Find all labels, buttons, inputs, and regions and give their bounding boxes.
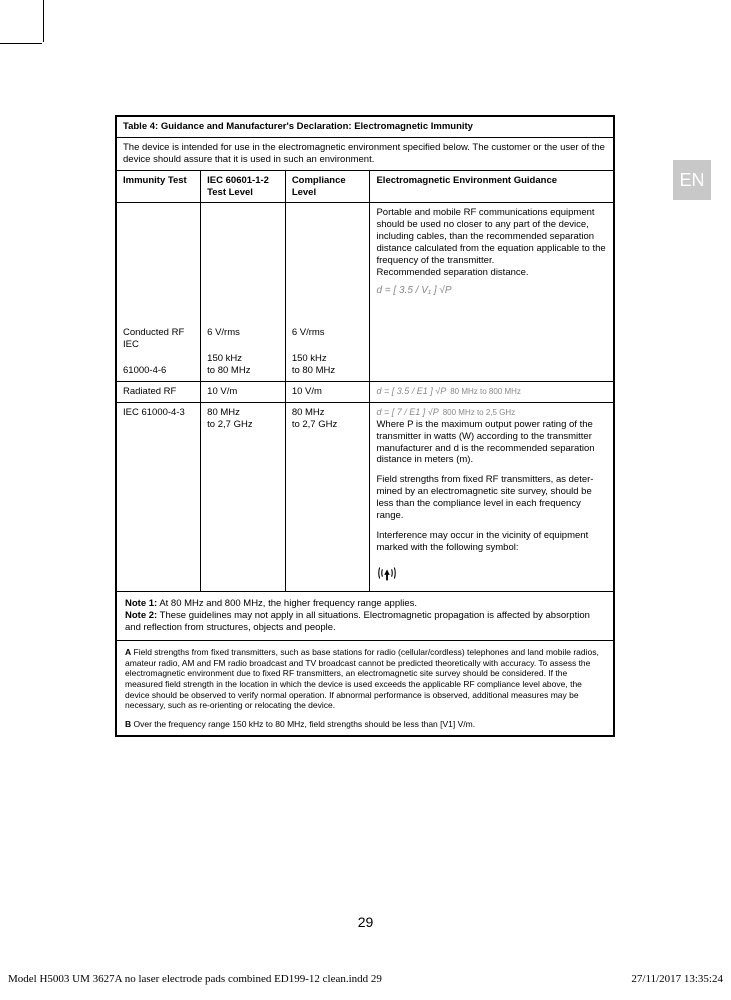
notes-cell: Note 1: At 80 MHz and 800 MHz, the highe… [116,592,614,641]
cell-comp-3: 80 MHz to 2,7 GHz [285,402,370,592]
table-intro: The device is intended for use in the el… [116,137,614,170]
cell-guidance-3: d = [ 7 / E1 ] √P800 MHz to 2,5 GHz Wher… [370,402,614,592]
immunity-table: Table 4: Guidance and Manufacturer's Dec… [115,115,615,737]
page-number: 29 [0,914,731,930]
cell-level-3: 80 MHz to 2,7 GHz [201,402,286,592]
footer-timestamp: 27/11/2017 13:35:24 [631,973,723,985]
footnotes-cell: A Field strengths from fixed transmitter… [116,641,614,737]
footer-filename: Model H5003 UM 3627A no laser electrode … [8,973,382,985]
cell-guidance-2: d = [ 3.5 / E1 ] √P80 MHz to 800 MHz [370,382,614,403]
cell-comp-1: 6 V/rms 150 kHz to 80 MHz [285,203,370,382]
cell-guidance-1: Portable and mobile RF communications eq… [370,203,614,382]
header-test-level: IEC 60601-1-2 Test Level [201,170,286,203]
language-tab: EN [673,160,711,200]
cell-level-2: 10 V/m [201,382,286,403]
header-immunity-test: Immunity Test [116,170,201,203]
main-content: Table 4: Guidance and Manufacturer's Dec… [115,115,615,737]
formula-1: d = [ 3.5 / V₁ ] √P [376,279,607,304]
doc-footer: Model H5003 UM 3627A no laser electrode … [8,973,723,985]
header-guidance: Electromagnetic Environment Guidance [370,170,614,203]
cell-level-1: 6 V/rms 150 kHz to 80 MHz [201,203,286,382]
cell-comp-2: 10 V/m [285,382,370,403]
cell-test-2: Radiated RF [116,382,201,403]
header-compliance: Compliance Level [285,170,370,203]
table-title: Table 4: Guidance and Manufacturer's Dec… [116,116,614,137]
cell-test-1: Conducted RF IEC 61000-4-6 [116,203,201,382]
rf-interference-icon [376,562,607,588]
cell-test-3: IEC 61000-4-3 [116,402,201,592]
